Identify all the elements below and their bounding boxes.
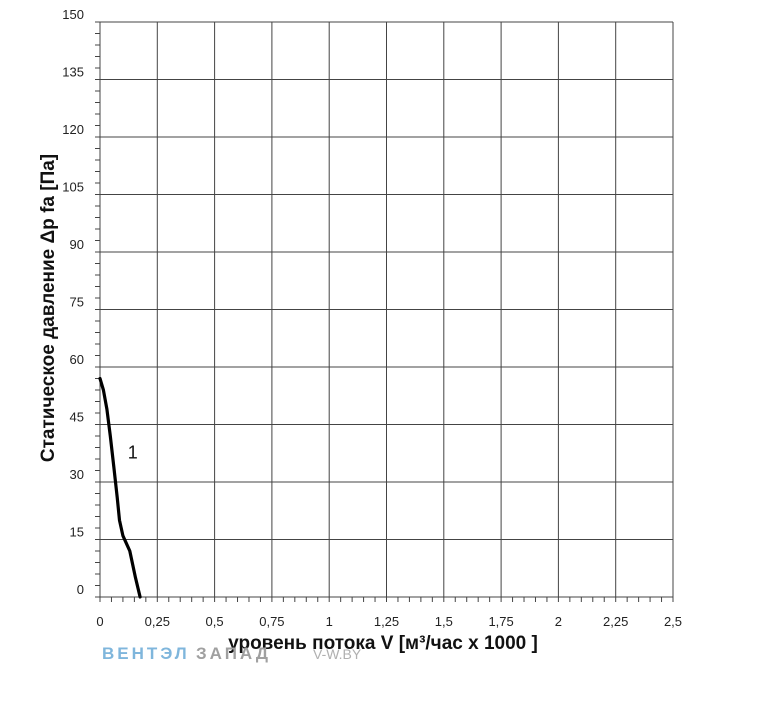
x-tick-label: 2,25 <box>603 614 628 629</box>
x-tick-label: 0,25 <box>145 614 170 629</box>
y-tick-label: 75 <box>70 295 84 310</box>
x-tick-label: 0 <box>96 614 103 629</box>
y-tick-label: 45 <box>70 410 84 425</box>
y-tick-label: 105 <box>62 180 84 195</box>
x-tick-label: 2,5 <box>664 614 682 629</box>
y-tick-labels: 0 15 30 45 60 75 90 105 120 135 150 <box>62 7 84 597</box>
y-tick-label: 90 <box>70 237 84 252</box>
y-tick-label: 0 <box>77 582 84 597</box>
x-tick-labels: 0 0,25 0,5 0,75 1 1,25 1,5 1,75 2 2,25 2,5 <box>96 614 682 629</box>
x-tick-label: 1,75 <box>488 614 513 629</box>
y-tick-label: 120 <box>62 122 84 137</box>
y-tick-label: 60 <box>70 352 84 367</box>
minor-ticks <box>95 21 674 602</box>
x-axis-title: уровень потока V [м³/час х 1000 ] <box>228 633 538 654</box>
watermark-brand-part1: ВЕНТЭЛ <box>102 644 190 663</box>
y-tick-label: 150 <box>62 7 84 22</box>
x-tick-label: 0,75 <box>259 614 284 629</box>
series: 1 <box>98 376 142 599</box>
x-tick-label: 1 <box>326 614 333 629</box>
x-tick-label: 0,5 <box>206 614 224 629</box>
grid <box>99 21 674 598</box>
watermark-site: V-W.BY <box>313 646 362 662</box>
series-label-1: 1 <box>128 443 138 463</box>
series-line-1 <box>98 376 142 599</box>
y-tick-label: 135 <box>62 65 84 80</box>
y-tick-label: 15 <box>70 525 84 540</box>
watermark-brand-part2: ЗАПАД <box>196 644 271 663</box>
x-tick-label: 1,5 <box>435 614 453 629</box>
x-tick-label: 2 <box>555 614 562 629</box>
y-tick-label: 30 <box>70 467 84 482</box>
x-tick-label: 1,25 <box>374 614 399 629</box>
y-axis-title: Статическое давление Δp fa [Па] <box>38 154 59 462</box>
